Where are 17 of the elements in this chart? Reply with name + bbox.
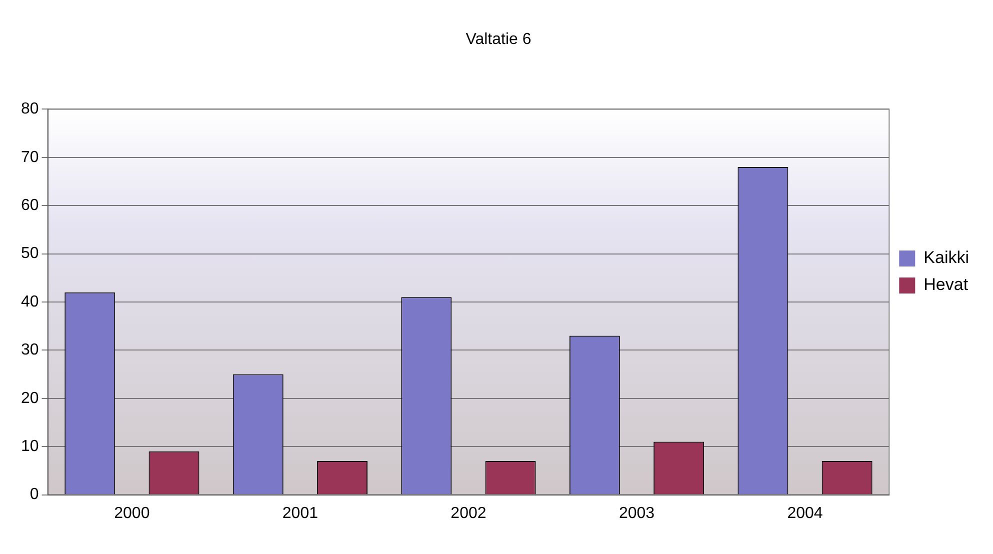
- y-tick-label: 0: [30, 486, 39, 504]
- x-tick-label: 2000: [114, 504, 150, 522]
- y-tick-label: 10: [21, 438, 39, 456]
- y-tick-label: 60: [21, 197, 39, 214]
- y-tick-label: 80: [21, 100, 39, 118]
- legend-label: Kaikki: [924, 248, 970, 268]
- y-tick-label: 50: [21, 245, 39, 262]
- x-tick-label: 2002: [450, 504, 486, 522]
- x-tick-label: 2004: [787, 504, 823, 522]
- legend-label: Hevat: [924, 275, 968, 294]
- y-tick-label: 20: [21, 390, 39, 407]
- y-tick-label: 70: [21, 148, 39, 166]
- x-tick-label: 2003: [618, 504, 655, 522]
- x-tick-label: 2001: [282, 504, 318, 522]
- chart-title: Valtatie 6: [466, 31, 532, 48]
- y-tick-label: 30: [21, 342, 39, 359]
- y-tick-label: 40: [21, 293, 39, 310]
